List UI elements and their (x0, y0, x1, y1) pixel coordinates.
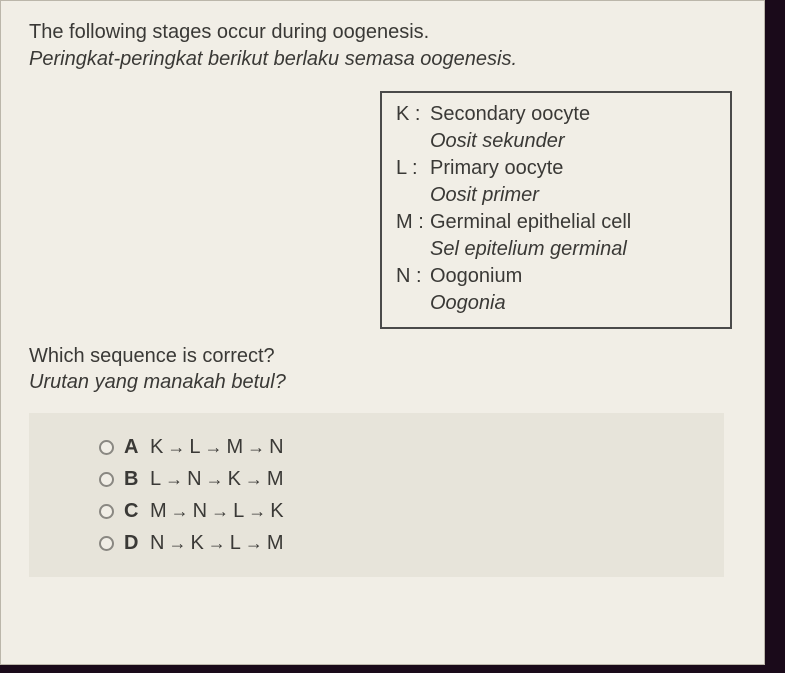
question-page: The following stages occur during oogene… (0, 0, 765, 665)
legend-en: Primary oocyte (430, 155, 716, 182)
option-sequence: M→ N→ L→ K (150, 495, 284, 527)
option-letter: A (124, 431, 150, 463)
legend-en: Secondary oocyte (430, 101, 716, 128)
arrow-icon: → (247, 433, 265, 462)
intro-english: The following stages occur during oogene… (29, 19, 742, 46)
legend-item-l: L : Primary oocyte Oosit primer (396, 155, 716, 209)
legend-en: Oogonium (430, 263, 716, 290)
arrow-icon: → (245, 465, 263, 494)
legend-item-m: M : Germinal epithelial cell Sel epiteli… (396, 209, 716, 263)
radio-icon[interactable] (99, 472, 114, 487)
arrow-icon: → (248, 497, 266, 526)
legend-box: K : Secondary oocyte Oosit sekunder L : … (380, 91, 732, 329)
arrow-icon: → (204, 433, 222, 462)
question-text: Which sequence is correct? Urutan yang m… (29, 343, 742, 395)
arrow-icon: → (211, 497, 229, 526)
option-b[interactable]: B L→ N→ K→ M (99, 463, 712, 495)
arrow-icon: → (171, 497, 189, 526)
radio-icon[interactable] (99, 440, 114, 455)
option-d[interactable]: D N→ K→ L→ M (99, 527, 712, 559)
legend-ms: Oosit sekunder (396, 128, 716, 155)
option-sequence: K→ L→ M→ N (150, 431, 284, 463)
arrow-icon: → (208, 529, 226, 558)
arrow-icon: → (165, 465, 183, 494)
legend-key: L : (396, 155, 430, 182)
intro-text: The following stages occur during oogene… (29, 19, 742, 73)
option-a[interactable]: A K→ L→ M→ N (99, 431, 712, 463)
radio-icon[interactable] (99, 504, 114, 519)
options-container: A K→ L→ M→ N B L→ N→ K→ M C M→ N→ (29, 413, 724, 577)
option-sequence: L→ N→ K→ M (150, 463, 284, 495)
option-letter: C (124, 495, 150, 527)
arrow-icon: → (168, 529, 186, 558)
legend-en: Germinal epithelial cell (430, 209, 716, 236)
legend-ms: Oogonia (396, 290, 716, 317)
question-malay: Urutan yang manakah betul? (29, 369, 742, 395)
legend-key: K : (396, 101, 430, 128)
option-letter: B (124, 463, 150, 495)
option-c[interactable]: C M→ N→ L→ K (99, 495, 712, 527)
radio-icon[interactable] (99, 536, 114, 551)
legend-ms: Sel epitelium germinal (396, 236, 716, 263)
legend-key: N : (396, 263, 430, 290)
question-english: Which sequence is correct? (29, 343, 742, 369)
legend-ms: Oosit primer (396, 182, 716, 209)
option-sequence: N→ K→ L→ M (150, 527, 284, 559)
option-letter: D (124, 527, 150, 559)
arrow-icon: → (167, 433, 185, 462)
legend-key: M : (396, 209, 430, 236)
arrow-icon: → (206, 465, 224, 494)
intro-malay: Peringkat-peringkat berikut berlaku sema… (29, 46, 742, 73)
arrow-icon: → (245, 529, 263, 558)
legend-item-k: K : Secondary oocyte Oosit sekunder (396, 101, 716, 155)
legend-item-n: N : Oogonium Oogonia (396, 263, 716, 317)
